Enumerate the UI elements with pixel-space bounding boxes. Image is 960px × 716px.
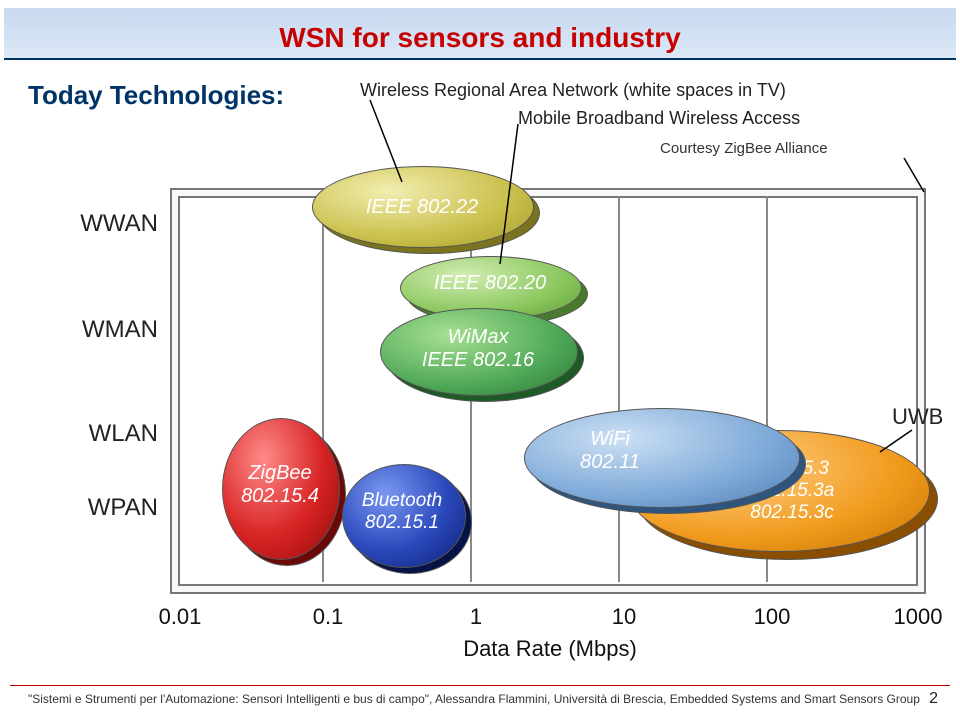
uwb-label: UWB [892, 404, 943, 430]
subtitle: Today Technologies: [28, 80, 284, 111]
row-wlan: WLAN [28, 420, 158, 448]
blob-wimax [380, 308, 578, 396]
tick-10: 10 [594, 604, 654, 630]
tick-1: 1 [446, 604, 506, 630]
blob-zigbee [222, 418, 340, 560]
blob-bluetooth [342, 464, 466, 568]
note-courtesy: Courtesy ZigBee Alliance [660, 140, 828, 157]
blob-wifi [524, 408, 800, 508]
row-wwan: WWAN [28, 210, 158, 238]
note-mbwa: Mobile Broadband Wireless Access [518, 108, 800, 129]
slide-title: WSN for sensors and industry [4, 22, 956, 54]
title-bar: WSN for sensors and industry [4, 8, 956, 60]
footer-text: "Sistemi e Strumenti per l'Automazione: … [28, 692, 920, 706]
page-number: 2 [929, 690, 938, 708]
blob-ieee80222 [312, 166, 534, 248]
row-wpan: WPAN [28, 494, 158, 522]
tick-1000: 1000 [888, 604, 948, 630]
gridline-10 [618, 196, 620, 582]
tick-0p01: 0.01 [150, 604, 210, 630]
tick-100: 100 [742, 604, 802, 630]
tick-0p1: 0.1 [298, 604, 358, 630]
row-wman: WMAN [28, 316, 158, 344]
footer-line [10, 685, 950, 686]
axis-label: Data Rate (Mbps) [400, 636, 700, 662]
note-wran: Wireless Regional Area Network (white sp… [360, 80, 786, 101]
